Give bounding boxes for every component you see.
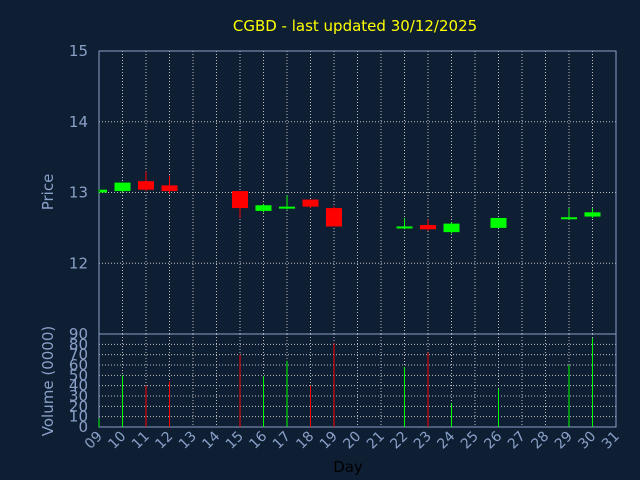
candle-body-22: [396, 226, 413, 229]
volume-tick-70: 70: [69, 346, 88, 364]
candle-body-19: [326, 208, 342, 227]
volume-tick-90: 90: [69, 325, 88, 343]
volume-tick-10: 10: [69, 408, 88, 426]
volume-tick-20: 20: [69, 397, 88, 415]
price-grid: [99, 51, 616, 334]
volume-tick-0: 0: [78, 418, 88, 436]
candle-body-30: [584, 212, 601, 217]
volume-tick-60: 60: [69, 356, 88, 374]
price-axis-ticks: 12 13 14 15: [69, 42, 88, 272]
price-tick-15: 15: [69, 42, 88, 60]
day-axis-label: Day: [333, 458, 363, 476]
candle-body-29: [561, 217, 577, 220]
volume-axis-label: Volume (0000): [39, 326, 57, 436]
price-axis-label: Price: [39, 174, 57, 211]
volume-tick-50: 50: [69, 366, 88, 384]
candle-body-16: [255, 205, 272, 211]
candles: [98, 171, 601, 234]
candle-body-24: [443, 223, 460, 233]
candle-body-10: [114, 182, 131, 192]
candle-body-11: [138, 181, 154, 190]
price-tick-14: 14: [69, 113, 88, 131]
candle-body-18: [302, 199, 319, 207]
volume-bars: [98, 338, 593, 427]
price-tick-12: 12: [69, 254, 88, 272]
candle-body-23: [420, 225, 436, 230]
volume-panel-frame: [98, 333, 617, 428]
chart-title: CGBD - last updated 30/12/2025: [233, 17, 477, 35]
day-axis-ticks: 09 10 11 12 13 14 15 16 17 18 19 20 21 22 23 24 25 26 27 28…: [82, 428, 623, 452]
candle-body-09: [100, 189, 107, 193]
candle-body-17: [279, 206, 295, 209]
candle-body-26: [490, 217, 507, 228]
volume-tick-30: 30: [69, 387, 88, 405]
candle-body-15: [232, 191, 248, 209]
candle-body-12: [161, 185, 178, 192]
volume-tick-40: 40: [69, 377, 88, 395]
volume-tick-80: 80: [69, 335, 88, 353]
price-tick-13: 13: [69, 184, 88, 202]
